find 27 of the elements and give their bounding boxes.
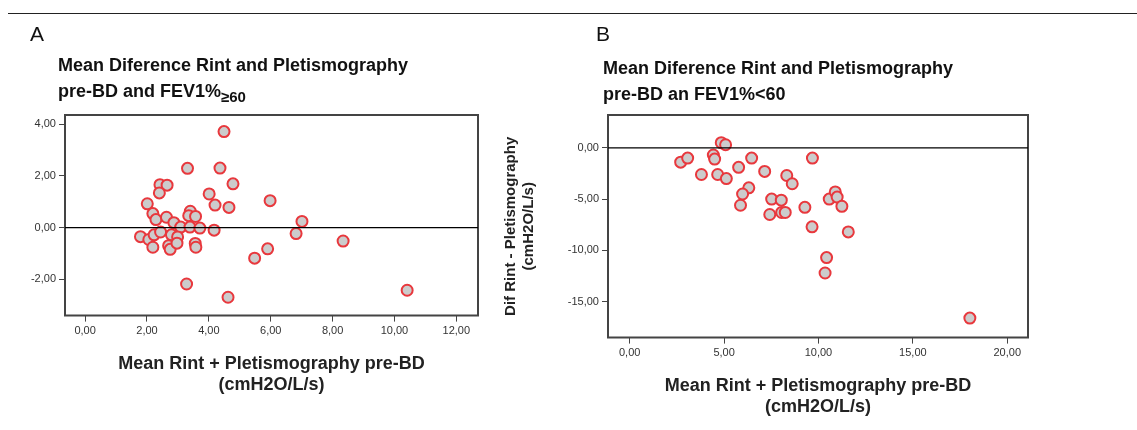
- chart-title: Mean Diference Rint and Pletismography pre-BD and FEV1%$_{≥60}$: [58, 54, 409, 107]
- x-tick-label: 8,00: [321, 324, 344, 337]
- y-tick-label: -10,00: [567, 243, 599, 256]
- x-tick-label: 0,00: [619, 346, 641, 359]
- text: A: [30, 22, 45, 46]
- y-tick-label: -5,00: [573, 192, 599, 205]
- y-axis-title: Dif Rint - Pletismography (cmH2O/L/s): [501, 136, 537, 316]
- x-tick-label: 0,00: [74, 324, 96, 337]
- x-axis-title: Mean Rint + Pletismography pre-BD (cmH2O/L/s): [664, 374, 972, 417]
- y-tick-label: -15,00: [567, 294, 599, 307]
- y-tick-label: 0,00: [34, 220, 56, 233]
- y-tick-label: 2,00: [34, 168, 56, 181]
- x-tick-label: 10,00: [380, 324, 409, 337]
- text: B: [596, 22, 611, 46]
- x-tick-label: 4,00: [198, 324, 220, 337]
- x-tick-label: 20,00: [993, 346, 1021, 359]
- x-tick-label: 2,00: [136, 324, 158, 337]
- x-axis-title: Mean Rint + Pletismography pre-BD (cmH2O/L/s): [118, 352, 425, 395]
- x-tick-label: 15,00: [899, 346, 927, 359]
- y-tick-label: -2,00: [30, 272, 56, 285]
- chart-title: Mean Diference Rint and Pletismography pre-BD an FEV1%<60: [603, 57, 954, 106]
- x-tick-label: 6,00: [260, 324, 282, 337]
- x-tick-label: 12,00: [442, 324, 471, 337]
- x-tick-label: 5,00: [713, 346, 735, 359]
- y-tick-label: 4,00: [34, 117, 56, 130]
- y-tick-label: 0,00: [577, 140, 599, 153]
- x-tick-label: 10,00: [804, 346, 833, 359]
